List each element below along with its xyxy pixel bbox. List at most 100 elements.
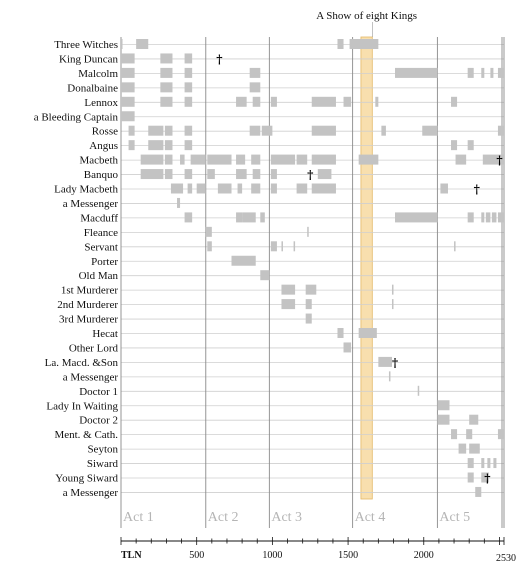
appearance-bar [180,154,185,165]
death-marker-dagger: † [496,154,502,168]
x-tick-label: 2000 [414,550,434,561]
appearance-bar [205,226,212,237]
appearance-bar [251,183,261,194]
row-label: La. Macd. &Son [45,357,119,369]
appearance-bar [281,299,296,310]
appearance-bar [140,154,164,165]
row-label: Seyton [87,444,118,456]
appearance-bar [164,125,173,136]
appearance-bar [437,400,450,411]
x-axis-end-label: 2530 [496,553,516,564]
act-label: Act 3 [271,510,302,525]
appearance-bar [164,154,173,165]
appearance-bar [270,169,277,180]
appearance-bar [184,169,193,180]
appearance-bar [467,212,474,223]
appearance-bar [128,140,135,151]
appearance-bar [485,212,491,223]
row-label: a Bleeding Captain [34,111,119,123]
appearance-bar [184,67,193,78]
appearance-bar [160,82,173,93]
appearance-bar [121,53,135,64]
row-label: Porter [91,256,118,268]
row-label: Servant [84,241,118,253]
highlight-layer [360,22,373,500]
appearance-bar [164,169,173,180]
appearance-bar [190,154,206,165]
appearance-bar [121,82,135,93]
appearance-bar [493,458,497,469]
appearance-bar [343,342,352,353]
row-label: 2nd Murderer [57,299,118,311]
appearance-bar [343,96,352,107]
row-label: Other Lord [69,342,119,354]
appearance-bar [242,212,256,223]
row-label: Ment. & Cath. [54,429,118,441]
x-tick-label: 500 [189,550,204,561]
appearance-bar [249,82,261,93]
x-tick-label: 1500 [338,550,358,561]
appearance-bar [451,140,458,151]
appearance-bar [121,96,135,107]
appearance-bar [467,472,474,483]
appearance-bar [311,183,336,194]
appearance-bar [249,125,261,136]
appearance-bar [207,241,212,252]
appearance-bar [293,241,296,252]
appearance-bar [391,299,394,310]
appearance-bar [469,443,480,454]
appearance-bar [217,183,232,194]
row-label: a Messenger [63,487,119,499]
appearance-bar [337,328,344,338]
x-tick-label: 1000 [262,550,282,561]
appearance-bar [236,154,246,165]
appearance-bar [136,39,149,49]
appearance-bar [481,458,485,469]
death-marker-dagger: † [216,52,222,66]
appearance-bar [140,169,164,180]
appearance-bar [395,67,438,78]
appearance-bar [490,67,494,78]
appearance-bar [270,183,277,194]
appearance-bar [388,371,391,382]
appearance-bar [487,458,491,469]
row-label: Banquo [84,169,119,181]
row-label: Lennox [84,97,118,109]
appearance-bar [236,96,247,107]
appearance-bar [317,169,332,180]
appearance-bar [270,154,296,165]
row-label: King Duncan [59,53,118,65]
appearance-bar [121,39,123,49]
row-label: Fleance [84,227,118,239]
appearance-bar [497,125,504,136]
appearance-bar [121,111,135,122]
appearance-bar [184,212,193,223]
appearance-bar [160,53,173,64]
appearance-bar [417,385,420,396]
appearance-bar [305,313,312,324]
appearance-bar [454,241,456,252]
appearance-bar [237,183,243,194]
appearance-bar [270,241,277,252]
appearance-bar [184,125,193,136]
appearance-bar [381,125,386,136]
highlight-band [360,36,373,500]
appearance-bar [458,443,467,454]
death-marker-dagger: † [307,168,313,182]
appearance-bar [311,96,336,107]
appearance-bar [281,284,296,295]
labels-layer: Three Witches King Duncan Malcolm Donalbain… [34,39,470,525]
row-label: Old Man [79,270,119,282]
appearance-bar [236,212,243,223]
appearance-bar [260,212,265,223]
appearance-bar [497,429,504,440]
highlight-label: A Show of eight Kings [316,10,417,22]
appearance-bar [451,429,458,440]
death-marker-dagger: † [474,183,480,197]
x-axis-title: TLN [121,550,142,561]
appearance-bar [466,429,473,440]
appearance-bar [231,255,256,266]
bars-layer: † † † † † † [121,39,504,497]
appearance-bar [252,96,261,107]
